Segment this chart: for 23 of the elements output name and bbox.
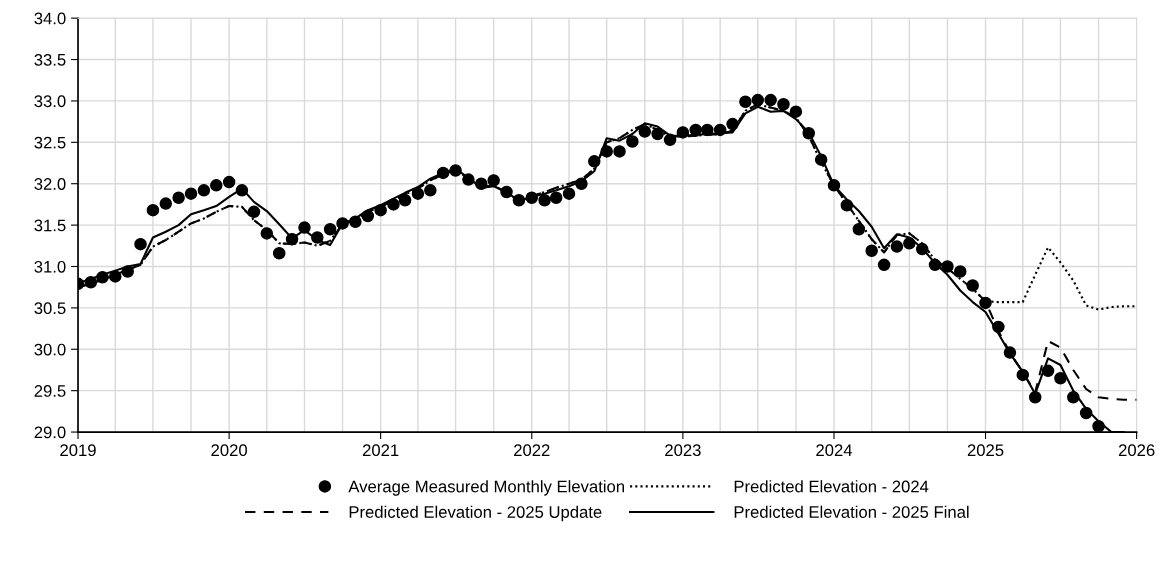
y-tick-label: 30.5 (34, 302, 66, 315)
legend-label: Predicted Elevation - 2024 (734, 480, 929, 493)
x-tick-label: 2021 (362, 444, 399, 457)
y-tick-label: 29.0 (34, 426, 66, 439)
legend-label: Average Measured Monthly Elevation (348, 480, 624, 496)
x-tick-label: 2023 (665, 444, 701, 457)
y-tick-label: 30.0 (34, 343, 66, 356)
y-tick-label: 32.0 (34, 178, 66, 190)
y-tick-label: 32.5 (34, 136, 66, 149)
legend-label: Predicted Elevation - 2025 Final (734, 505, 969, 518)
legend-label: Predicted Elevation - 2025 Update (349, 505, 602, 522)
y-tick-label: 33.5 (34, 53, 66, 66)
y-tick-label: 33.0 (34, 95, 66, 108)
x-tick-label: 2024 (816, 444, 853, 457)
y-tick-label: 29.5 (34, 385, 66, 397)
y-tick-label: 31.0 (34, 260, 66, 273)
x-tick-label: 2025 (967, 444, 1004, 457)
x-tick-label: 2026 (1118, 444, 1155, 457)
x-tick-label: 2019 (60, 444, 96, 457)
x-tick-label: 2022 (514, 444, 550, 457)
y-tick-label: 34.0 (34, 12, 66, 25)
x-tick-label: 2020 (211, 444, 248, 457)
y-tick-label: 31.5 (34, 219, 66, 232)
